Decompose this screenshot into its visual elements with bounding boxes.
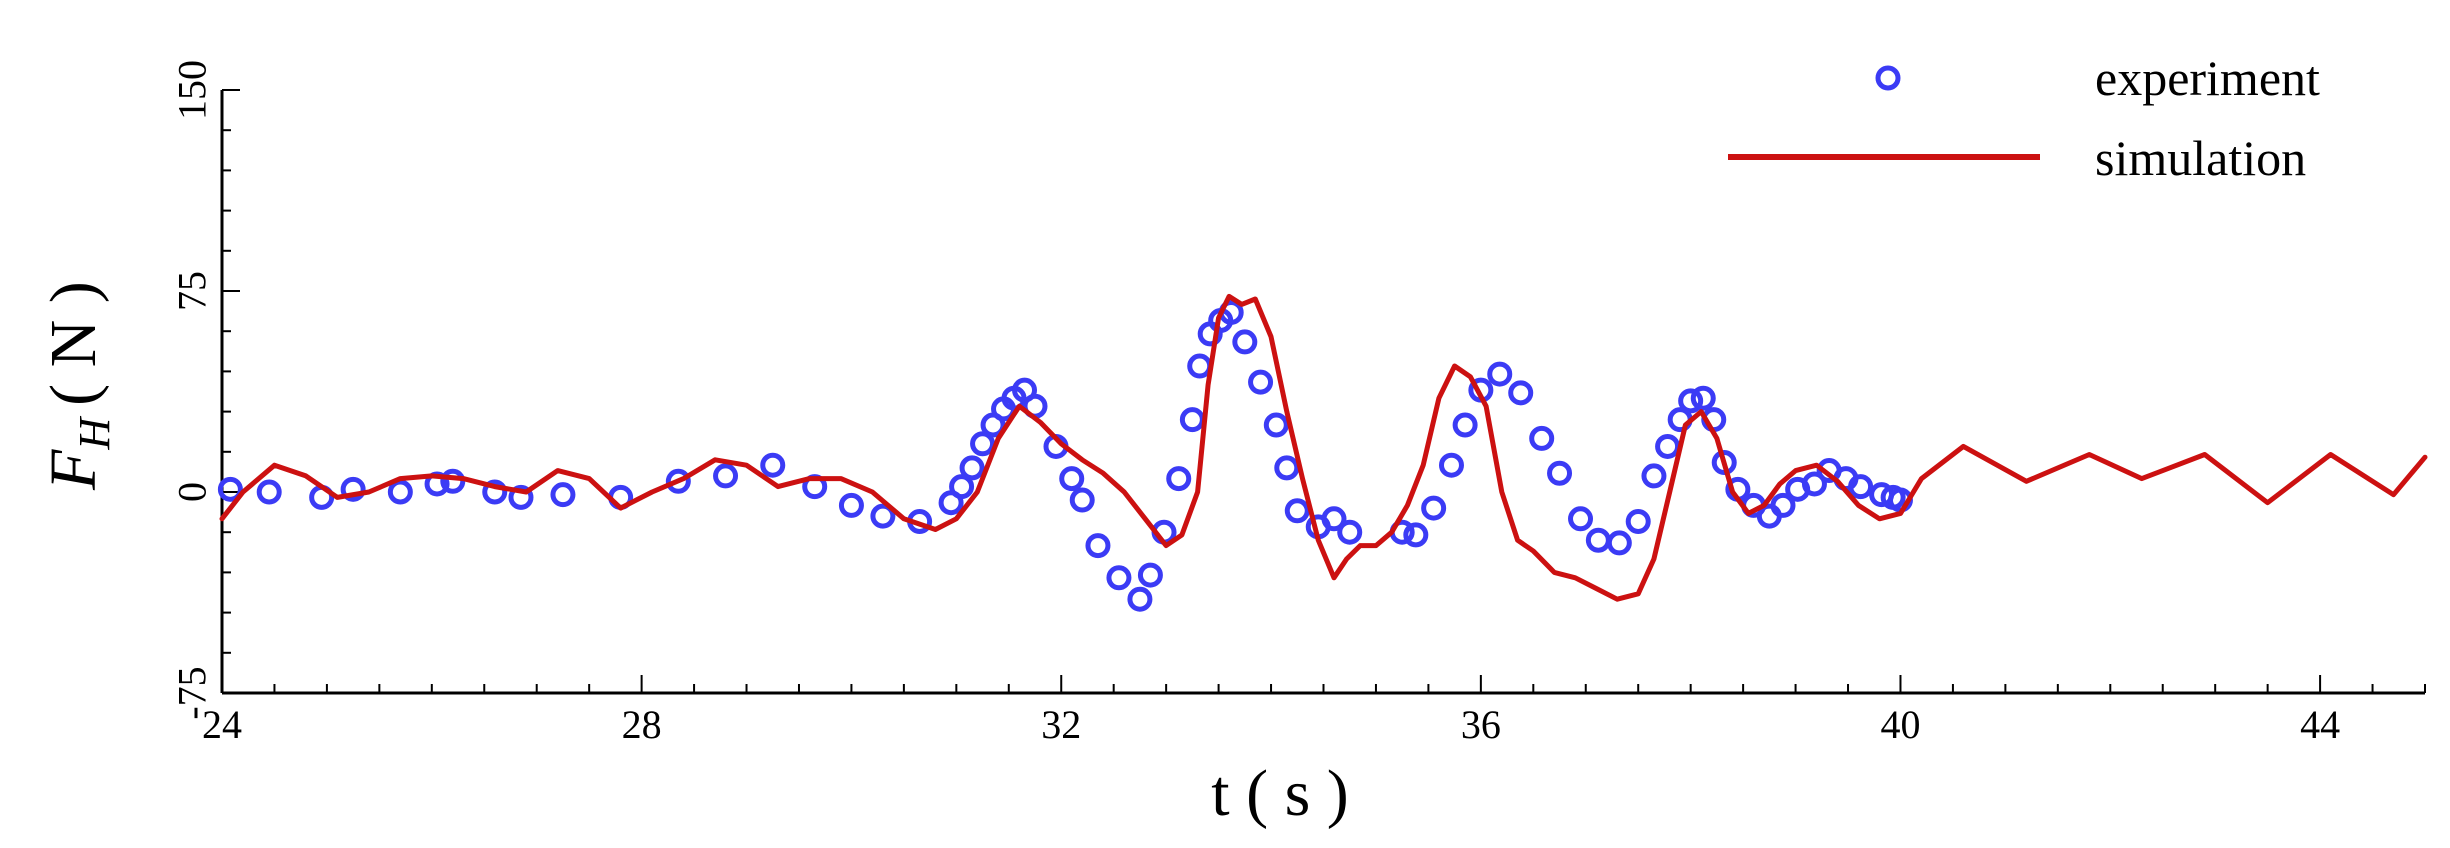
data-point-experiment [1801,471,1827,497]
data-point-experiment [1452,412,1478,438]
y-axis-label-main: F [37,449,110,491]
data-point-experiment [760,452,786,478]
series-line-simulation [219,293,2428,602]
x-tick-label: 24 [202,702,242,747]
data-point-experiment [1232,329,1258,355]
data-point-experiment [1678,388,1704,414]
y-tick-label: 75 [170,271,215,311]
y-axis-label-subscript: H [70,416,119,451]
data-point-experiment [1106,565,1132,591]
data-point-experiment [1625,508,1651,534]
data-point-experiment [1421,495,1447,521]
x-tick-label: 32 [1041,702,1081,747]
data-point-experiment [949,474,975,500]
data-point-experiment [550,482,576,508]
data-point-experiment [508,484,534,510]
data-point-experiment [1487,361,1513,387]
data-point-experiment [340,476,366,502]
legend-simulation-label: simulation [2095,130,2306,186]
legend-experiment-label: experiment [2095,50,2320,106]
data-point-experiment [1848,474,1874,500]
data-point-experiment [838,492,864,518]
data-point-experiment [217,476,243,502]
data-point-experiment [1585,527,1611,553]
plot-area [217,293,2428,612]
legend: experiment simulation [1728,50,2320,186]
data-point-experiment [1179,407,1205,433]
y-axis-label-unit: ( N ) [37,281,110,406]
data-point-experiment [1321,506,1347,532]
x-axis-label: t ( s ) [1211,757,1348,830]
data-point-experiment [1770,492,1796,518]
y-axis-label: FH ( N ) [37,281,119,491]
x-tick-label: 36 [1461,702,1501,747]
data-point-experiment [482,479,508,505]
data-point-experiment [870,503,896,529]
data-point-experiment [1529,425,1555,451]
data-point-experiment [1137,562,1163,588]
data-point-experiment [1508,380,1534,406]
data-point-experiment [1263,412,1289,438]
y-tick-label: 0 [170,482,215,502]
data-point-experiment [1248,369,1274,395]
data-point-experiment [1166,466,1192,492]
data-point-experiment [1337,519,1363,545]
x-tick-label: 28 [622,702,662,747]
svg-text:FH( N ): FH ( N ) [37,281,119,491]
tick-labels: 24 28 32 36 40 44 -75 0 75 150 [170,60,2341,747]
data-point-experiment [1187,353,1213,379]
data-point-experiment [440,468,466,494]
data-point-experiment [256,479,282,505]
y-tick-label: -75 [170,666,215,719]
data-point-experiment [1690,385,1716,411]
data-point-experiment [1085,533,1111,559]
x-tick-label: 44 [2300,702,2340,747]
legend-experiment-marker [1875,65,1901,91]
data-point-experiment [1655,433,1681,459]
data-point-experiment [970,431,996,457]
data-point-experiment [713,463,739,489]
data-point-experiment [1711,450,1737,476]
data-point-experiment [1403,522,1429,548]
axes [220,89,2426,695]
data-point-experiment [1069,487,1095,513]
data-point-experiment [387,479,413,505]
data-point-experiment [1274,455,1300,481]
data-point-experiment [665,468,691,494]
data-point-experiment [1284,498,1310,524]
data-point-experiment [1127,586,1153,612]
data-point-experiment [1438,452,1464,478]
data-point-experiment [1641,463,1667,489]
y-tick-label: 150 [170,60,215,120]
data-point-experiment [1059,466,1085,492]
data-point-experiment [1547,460,1573,486]
data-point-experiment [1568,506,1594,532]
data-point-experiment [959,455,985,481]
x-tick-label: 40 [1880,702,1920,747]
data-point-experiment [1606,530,1632,556]
